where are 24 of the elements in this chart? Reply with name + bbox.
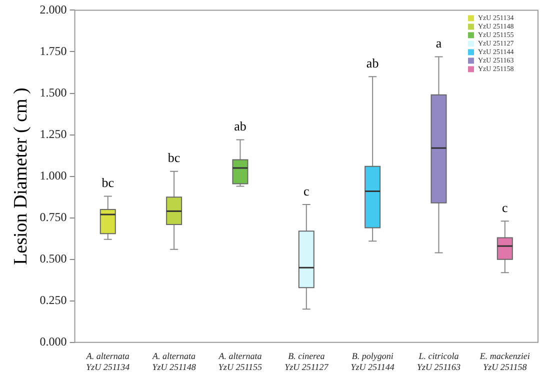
y-tick-label: 0.000 xyxy=(40,334,67,349)
annotation: bc xyxy=(168,150,180,166)
annotation: ab xyxy=(366,56,379,71)
annotation: ab xyxy=(234,118,246,134)
x-tick-label: L. citricola YzU 251163 xyxy=(416,351,462,372)
y-tick-label: 0.250 xyxy=(40,293,67,308)
annotation: bc xyxy=(102,175,114,190)
x-tick-label: A. alternata YzU 251155 xyxy=(218,351,263,372)
y-tick-label: 1.750 xyxy=(40,44,67,58)
y-axis-title: Lesion Diameter ( cm ) xyxy=(10,88,32,265)
y-tick-label: 0.500 xyxy=(40,252,67,266)
y-tick-label: 0.750 xyxy=(40,210,67,224)
y-tick-label: 1.000 xyxy=(40,168,67,182)
x-tick-label: A. alternata YzU 251134 xyxy=(85,351,130,372)
y-tick-label: 1.500 xyxy=(40,85,67,100)
annotation: a xyxy=(436,36,442,51)
y-tick-label: 1.250 xyxy=(40,126,67,141)
x-tick-label: A. alternata YzU 251148 xyxy=(152,351,196,372)
y-tick-label: 2.000 xyxy=(40,2,67,16)
annotation: c xyxy=(502,200,508,216)
annotation: c xyxy=(304,183,310,198)
x-tick-label: B. cinerea YzU 251127 xyxy=(284,351,329,372)
x-tick-label: B. polygoni YzU 251144 xyxy=(350,351,395,372)
x-tick-label: E. mackenziei YzU 251158 xyxy=(478,351,530,372)
